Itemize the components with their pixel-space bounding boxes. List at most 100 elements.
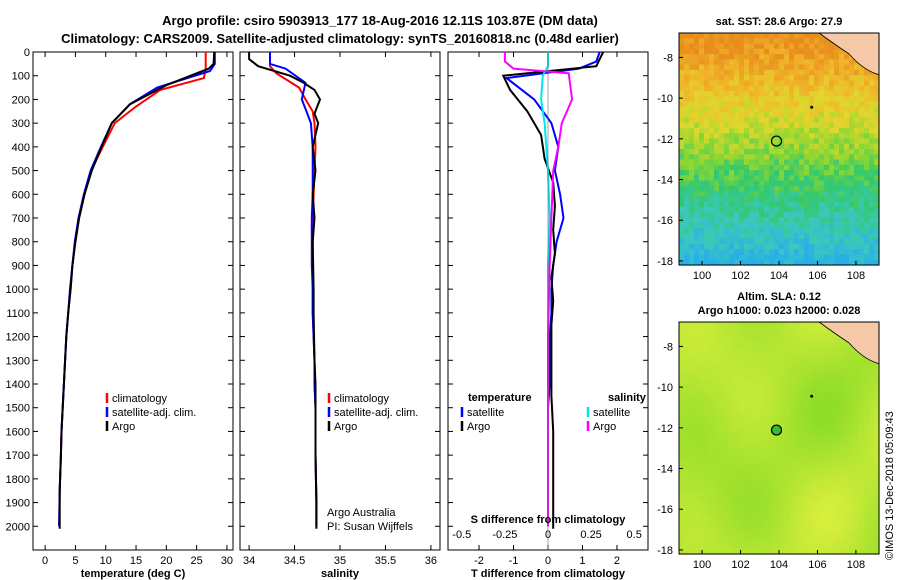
map-cell xyxy=(834,490,840,497)
map-cell xyxy=(859,149,865,155)
map-cell xyxy=(719,233,725,240)
map-cell xyxy=(809,527,815,534)
map-cell xyxy=(784,517,790,523)
map-cell xyxy=(849,374,855,381)
map-cell xyxy=(714,322,720,328)
map-cell xyxy=(729,201,735,208)
map-cell xyxy=(819,443,825,450)
map-cell xyxy=(849,233,855,240)
map-cell xyxy=(824,170,830,176)
map-cell xyxy=(784,422,790,429)
map-cell xyxy=(749,411,755,418)
map-cell xyxy=(824,91,830,97)
map-cell xyxy=(814,96,820,103)
map-cell xyxy=(709,543,715,550)
map-cell xyxy=(754,54,760,60)
map-cell xyxy=(874,96,880,103)
map-cell xyxy=(854,106,860,113)
map-cell xyxy=(689,54,695,60)
map-cell xyxy=(874,474,880,481)
map-cell xyxy=(679,85,685,92)
map-cell xyxy=(684,112,690,118)
map-cell xyxy=(684,348,690,355)
map-cell xyxy=(864,443,870,450)
map-cell xyxy=(784,474,790,481)
map-cell xyxy=(849,474,855,481)
map-cell xyxy=(804,422,810,429)
map-cell xyxy=(759,154,765,161)
map-cell xyxy=(864,122,870,129)
map-cell xyxy=(794,348,800,355)
map-cell xyxy=(869,170,875,176)
map-cell xyxy=(814,364,820,371)
map-cell xyxy=(749,38,755,45)
map-cell xyxy=(864,207,870,213)
map-cell xyxy=(759,143,765,150)
map-cell xyxy=(754,337,760,344)
map-cell xyxy=(869,522,875,529)
map-cell xyxy=(809,80,815,87)
map-cell xyxy=(799,127,805,134)
map-cell xyxy=(704,453,710,460)
map-cell xyxy=(784,259,790,266)
map-cell xyxy=(694,43,700,50)
map-cell xyxy=(739,159,745,166)
map-cell xyxy=(724,217,730,224)
map-cell xyxy=(839,196,845,203)
map-cell xyxy=(779,464,785,471)
map-cell xyxy=(739,459,745,465)
map-cell xyxy=(769,117,775,124)
map-cell xyxy=(699,353,705,360)
map-cell xyxy=(744,496,750,502)
map-cell xyxy=(819,38,825,45)
map-cell xyxy=(804,369,810,376)
map-cell xyxy=(774,185,780,192)
map-cell xyxy=(679,453,685,460)
map-cell xyxy=(744,438,750,444)
map-cell xyxy=(819,117,825,124)
map-cell xyxy=(764,527,770,534)
map-cell xyxy=(834,196,840,203)
map-cell xyxy=(679,364,685,371)
map-cell xyxy=(729,159,735,166)
map-cell xyxy=(689,159,695,166)
map-cell xyxy=(684,233,690,240)
map-cell xyxy=(689,75,695,82)
map-cell xyxy=(744,522,750,529)
series-line-argo xyxy=(58,51,216,529)
map-cell xyxy=(689,212,695,219)
map-cell xyxy=(844,464,850,471)
map-cell xyxy=(849,122,855,129)
map-cell xyxy=(794,416,800,423)
map-cell xyxy=(714,59,720,66)
map-cell xyxy=(844,222,850,229)
map-cell xyxy=(744,91,750,97)
map-cell xyxy=(869,448,875,455)
map-cell xyxy=(764,201,770,208)
map-cell xyxy=(814,207,820,213)
map-cell xyxy=(829,427,835,434)
map-cell xyxy=(724,511,730,518)
map-cell xyxy=(824,548,830,555)
map-cell xyxy=(694,459,700,465)
map-cell xyxy=(734,238,740,245)
map-cell xyxy=(714,496,720,502)
map-cell xyxy=(689,406,695,413)
map-cell xyxy=(739,154,745,161)
map-cell xyxy=(814,254,820,261)
map-cell xyxy=(844,64,850,71)
map-cell xyxy=(724,133,730,140)
map-cell xyxy=(814,64,820,71)
map-cell xyxy=(714,96,720,103)
map-cell xyxy=(694,96,700,103)
map-cell xyxy=(829,212,835,219)
map-cell xyxy=(759,43,765,50)
map-cell xyxy=(734,106,740,113)
map-cell xyxy=(839,96,845,103)
map-cell xyxy=(739,390,745,397)
map-cell xyxy=(699,101,705,108)
map-cell xyxy=(804,117,810,124)
map-cell xyxy=(829,112,835,118)
map-cell xyxy=(784,222,790,229)
